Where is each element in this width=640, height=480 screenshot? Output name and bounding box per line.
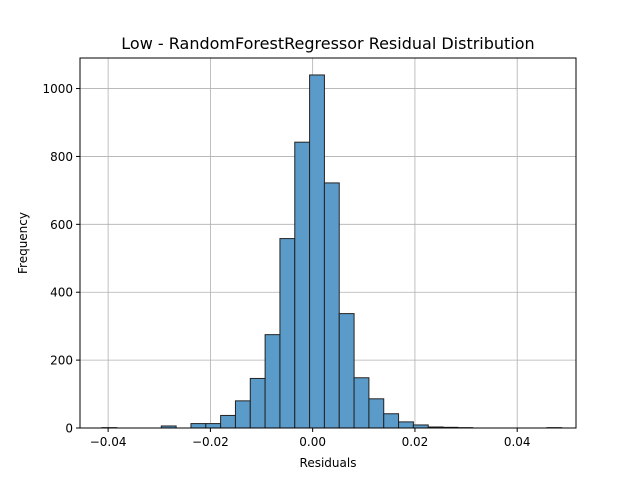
histogram-bar [205,423,222,429]
histogram-bar [234,400,251,429]
histogram-bar [383,413,400,429]
x-tick-label: −0.04 [90,435,127,449]
histogram-bar [338,313,355,429]
histogram-bar [190,423,207,429]
chart-title: Low - RandomForestRegressor Residual Dis… [121,34,534,53]
histogram-bars [101,74,563,429]
y-tick-label: 800 [50,150,73,164]
histogram-bar [398,421,414,429]
x-tick-label: 0.04 [504,435,531,449]
y-axis-label: Frequency [16,212,30,274]
y-tick-label: 200 [50,354,73,368]
histogram-bar [323,182,340,429]
x-tick-label: 0.02 [402,435,429,449]
histogram-bar [353,377,370,429]
x-axis-label: Residuals [300,456,357,470]
y-tick-label: 0 [65,422,73,436]
y-tick-label: 1000 [42,82,73,96]
x-axis: −0.04 −0.02 0.00 0.02 0.04 [90,428,531,449]
histogram-bar [309,74,325,429]
histogram-bar [264,334,281,429]
histogram-bar [368,398,385,429]
histogram-bar [220,414,236,429]
plot-frame [79,57,577,429]
y-tick-label: 400 [50,286,73,300]
y-axis: 0 200 400 600 800 1000 [42,82,80,436]
histogram-bar [279,238,296,429]
x-tick-label: 0.00 [299,435,326,449]
histogram-bar [294,141,311,429]
histogram-bar [249,377,266,429]
y-tick-label: 600 [50,218,73,232]
x-tick-label: −0.02 [192,435,229,449]
